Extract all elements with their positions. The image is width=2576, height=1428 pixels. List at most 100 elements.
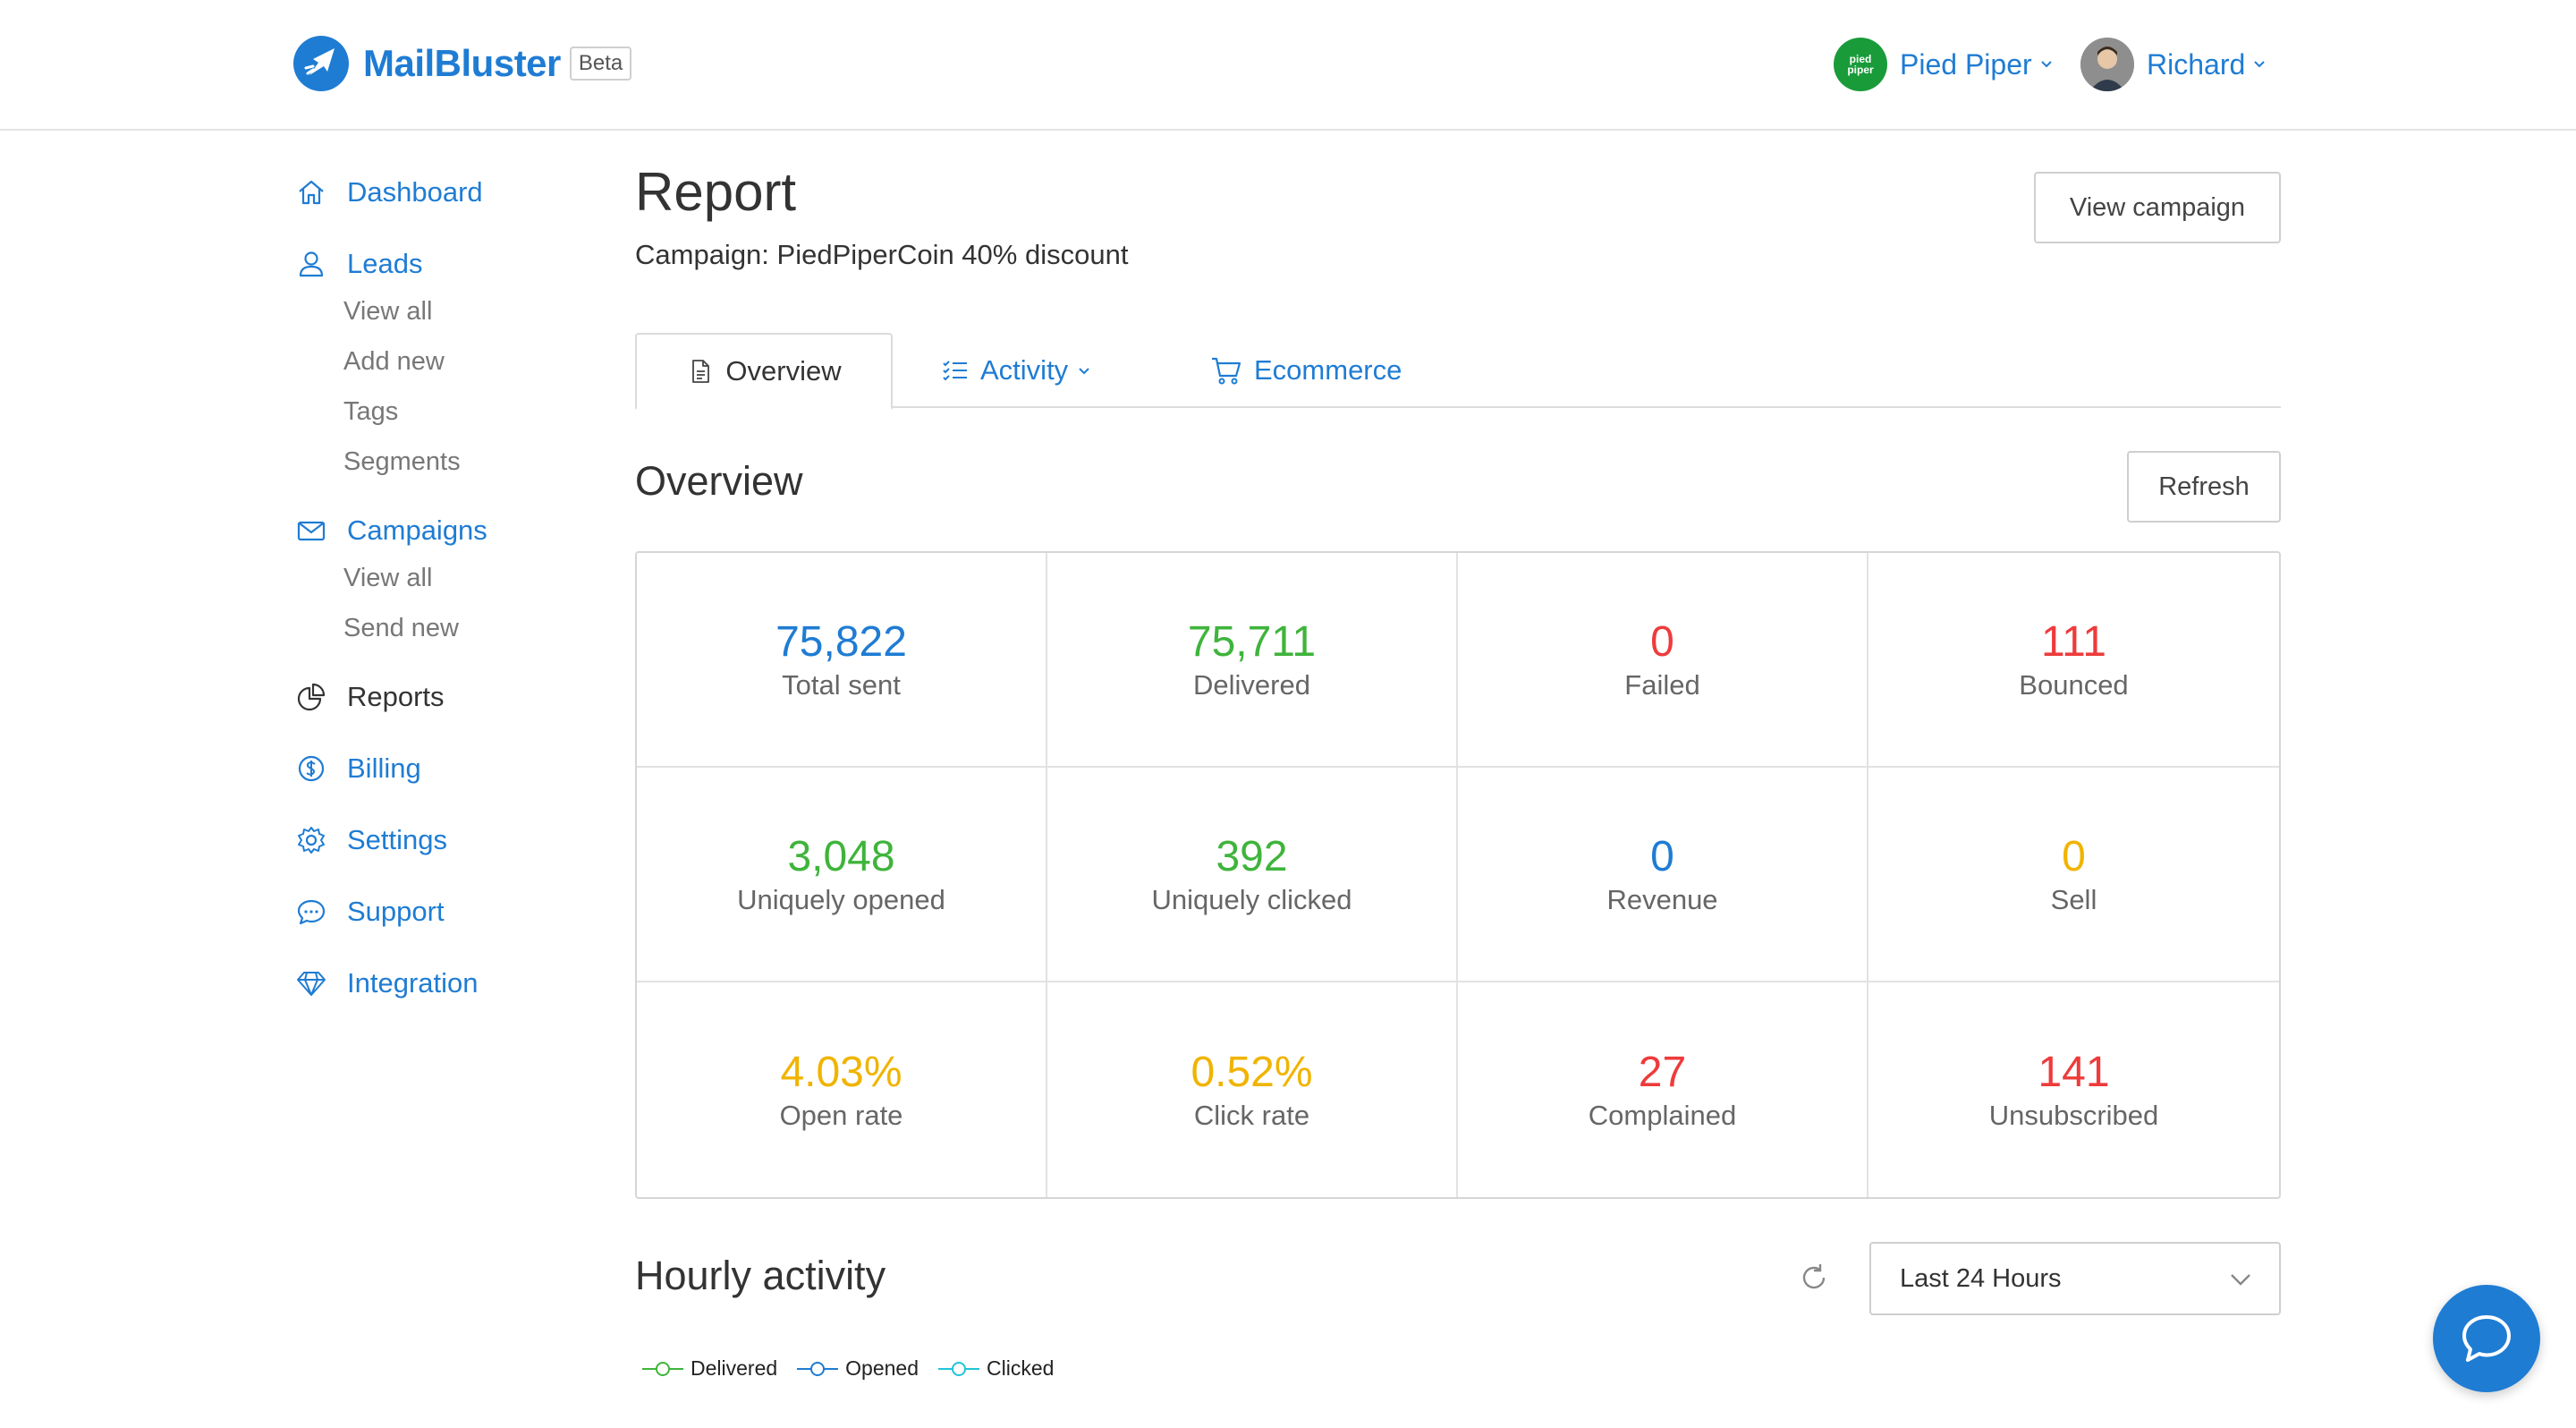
stat-value: 27 — [1638, 1049, 1687, 1096]
stat-label: Delivered — [1193, 669, 1310, 701]
stat-label: Revenue — [1606, 884, 1718, 915]
stat-label: Uniquely opened — [737, 884, 945, 915]
org-name: Pied Piper — [1900, 47, 2032, 81]
stat-value: 392 — [1216, 833, 1288, 880]
sidebar-subitem-leads-add-new[interactable]: Add new — [343, 347, 445, 376]
legend-item-opened[interactable]: Opened — [797, 1356, 919, 1381]
dollar-icon — [298, 755, 325, 782]
stat-value: 3,048 — [787, 833, 895, 880]
sidebar-item-integration[interactable]: Integration — [295, 961, 617, 1006]
sidebar-item-campaigns[interactable]: Campaigns — [295, 508, 617, 553]
stat-card: 75,711 Delivered — [1047, 553, 1458, 768]
sidebar-item-settings[interactable]: Settings — [295, 818, 617, 863]
user-name: Richard — [2147, 47, 2246, 81]
sidebar-item-billing[interactable]: Billing — [295, 746, 617, 791]
legend-item-clicked[interactable]: Clicked — [938, 1356, 1054, 1381]
envelope-icon — [297, 521, 326, 541]
campaign-name: Campaign: PiedPiperCoin 40% discount — [635, 239, 1129, 270]
stat-label: Total sent — [782, 669, 901, 701]
checklist-icon — [943, 361, 967, 381]
page-title: Report — [635, 162, 797, 222]
stat-value: 0.52% — [1191, 1049, 1313, 1096]
stat-value: 111 — [2041, 618, 2106, 666]
stat-card: 3,048 Uniquely opened — [637, 768, 1047, 982]
sidebar-item-support[interactable]: Support — [295, 889, 617, 934]
tab-label: Ecommerce — [1254, 354, 1402, 386]
stat-value: 0 — [1650, 618, 1674, 666]
sidebar-item-label: Integration — [347, 967, 479, 999]
legend-marker-icon — [938, 1361, 980, 1376]
org-avatar: pied piper — [1834, 38, 1887, 91]
stat-value: 4.03% — [780, 1049, 902, 1096]
brand-name: MailBluster — [363, 42, 561, 84]
diamond-icon — [297, 972, 326, 996]
stat-label: Uniquely clicked — [1151, 884, 1352, 915]
sidebar-subitem-campaigns-send-new[interactable]: Send new — [343, 614, 459, 642]
cart-icon — [1212, 357, 1241, 385]
stat-card: 27 Complained — [1458, 982, 1868, 1197]
chat-bubble-icon — [297, 899, 326, 925]
legend-marker-icon — [642, 1361, 683, 1376]
sidebar-subitem-leads-segments[interactable]: Segments — [343, 447, 461, 476]
sidebar-item-label: Reports — [347, 681, 445, 712]
tab-label: Activity — [980, 354, 1069, 386]
stat-card: 0 Revenue — [1458, 768, 1868, 982]
sidebar-item-dashboard[interactable]: Dashboard — [295, 170, 617, 215]
legend-marker-icon — [797, 1361, 839, 1376]
chevron-down-icon — [2254, 61, 2265, 68]
stat-value: 0 — [1650, 833, 1674, 880]
tab-ecommerce[interactable]: Ecommerce — [1209, 333, 1402, 408]
tab-activity[interactable]: Activity — [941, 333, 1091, 408]
stat-label: Complained — [1588, 1100, 1737, 1131]
chart-legend: Delivered Opened Clicked — [642, 1356, 1073, 1381]
sidebar-item-label: Billing — [347, 752, 421, 784]
stat-value: 75,822 — [775, 618, 907, 666]
stat-card: 392 Uniquely clicked — [1047, 768, 1458, 982]
sidebar-subitem-leads-tags[interactable]: Tags — [343, 397, 399, 426]
legend-label: Opened — [845, 1356, 919, 1380]
gear-icon — [298, 827, 325, 854]
brand-logo[interactable]: MailBluster Beta — [293, 36, 632, 91]
report-tabs: Overview Activity Ecommerce — [635, 333, 2281, 410]
chat-bubble-icon — [2462, 1315, 2511, 1362]
user-menu[interactable]: Richard — [2080, 38, 2267, 91]
sidebar-item-label: Leads — [347, 248, 423, 279]
stat-card: 0 Sell — [1868, 768, 2279, 982]
chevron-down-icon — [2231, 1274, 2250, 1286]
pie-chart-icon — [297, 683, 326, 711]
rocket-logo-icon — [293, 36, 349, 91]
top-bar: MailBluster Beta pied piper Pied Piper R… — [0, 0, 2576, 131]
stat-card: 0.52% Click rate — [1047, 982, 1458, 1197]
stat-label: Bounced — [2019, 669, 2129, 701]
stat-card: 111 Bounced — [1868, 553, 2279, 768]
main-content: Report Campaign: PiedPiperCoin 40% disco… — [635, 161, 2281, 1380]
stat-label: Unsubscribed — [1988, 1100, 2159, 1131]
stat-value: 141 — [2038, 1049, 2110, 1096]
refresh-button[interactable]: Refresh — [2127, 451, 2281, 523]
stat-card: 0 Failed — [1458, 553, 1868, 768]
time-range-select[interactable]: Last 24 Hours — [1869, 1242, 2281, 1315]
legend-item-delivered[interactable]: Delivered — [642, 1356, 777, 1381]
stat-label: Sell — [2050, 884, 2097, 915]
stat-card: 4.03% Open rate — [637, 982, 1047, 1197]
chevron-down-icon — [1079, 368, 1089, 375]
stat-card: 75,822 Total sent — [637, 553, 1047, 768]
user-avatar — [2080, 38, 2134, 91]
tab-overview[interactable]: Overview — [635, 333, 893, 410]
stat-label: Click rate — [1193, 1100, 1310, 1131]
stat-label: Open rate — [779, 1100, 903, 1131]
legend-label: Clicked — [987, 1356, 1055, 1380]
view-campaign-button[interactable]: View campaign — [2034, 172, 2281, 243]
sidebar-item-leads[interactable]: Leads — [295, 242, 617, 286]
stat-card: 141 Unsubscribed — [1868, 982, 2279, 1197]
sidebar: Dashboard Leads View all Add new Tags Se… — [295, 170, 617, 1006]
tab-label: Overview — [725, 355, 842, 387]
sidebar-item-label: Support — [347, 896, 445, 927]
org-switcher[interactable]: pied piper Pied Piper — [1834, 38, 2054, 91]
document-icon — [692, 360, 710, 383]
sidebar-item-reports[interactable]: Reports — [295, 675, 617, 719]
reload-icon[interactable] — [1796, 1260, 1832, 1296]
live-chat-button[interactable] — [2433, 1285, 2540, 1392]
sidebar-subitem-campaigns-view-all[interactable]: View all — [343, 564, 433, 592]
sidebar-subitem-leads-view-all[interactable]: View all — [343, 297, 433, 326]
